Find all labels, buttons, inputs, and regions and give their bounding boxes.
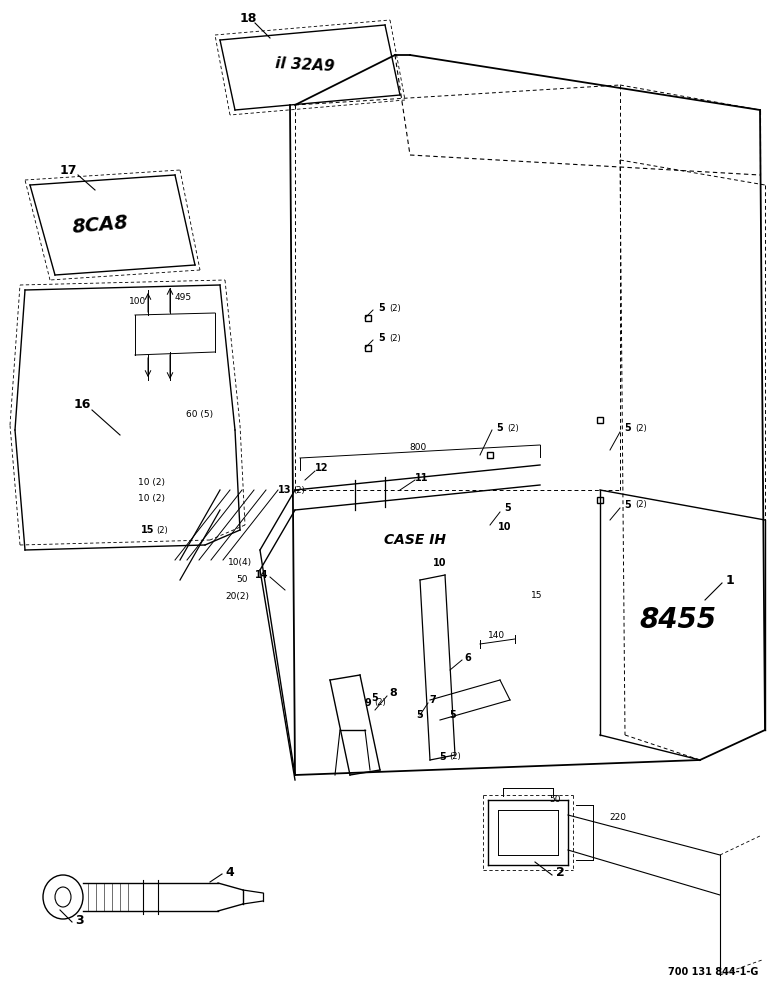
- Text: 12: 12: [315, 463, 329, 473]
- Text: 5: 5: [417, 710, 423, 720]
- Text: 9: 9: [364, 698, 371, 708]
- Text: 1: 1: [726, 574, 734, 586]
- Text: 5: 5: [496, 423, 503, 433]
- Text: 10: 10: [433, 558, 447, 568]
- Text: 13: 13: [278, 485, 292, 495]
- Text: 20(2): 20(2): [225, 592, 249, 601]
- Text: il 32A9: il 32A9: [275, 56, 335, 74]
- Text: 5: 5: [439, 752, 446, 762]
- Text: (2): (2): [374, 698, 386, 708]
- Text: (2): (2): [635, 424, 647, 432]
- Text: (2): (2): [389, 334, 401, 342]
- Text: 16: 16: [73, 398, 90, 412]
- Text: 17: 17: [59, 163, 76, 176]
- Text: 7: 7: [430, 695, 436, 705]
- Text: 10: 10: [498, 522, 512, 532]
- Text: 8455: 8455: [639, 606, 716, 634]
- Text: 15: 15: [531, 590, 543, 599]
- Text: 100: 100: [130, 298, 147, 306]
- Text: (2): (2): [507, 424, 519, 432]
- Text: 4: 4: [225, 865, 235, 879]
- Text: 3: 3: [76, 914, 84, 926]
- Text: 5: 5: [505, 503, 511, 513]
- Text: 700 131 844-1-G: 700 131 844-1-G: [668, 967, 758, 977]
- Text: 10(4): 10(4): [228, 558, 252, 568]
- Text: 8CA8: 8CA8: [71, 213, 129, 237]
- Text: 2: 2: [556, 866, 564, 880]
- Text: 495: 495: [174, 294, 191, 302]
- Text: 5: 5: [625, 423, 631, 433]
- Text: 220: 220: [610, 812, 627, 822]
- Text: 14: 14: [256, 570, 269, 580]
- Text: (2): (2): [156, 526, 168, 534]
- Text: 50: 50: [236, 576, 248, 584]
- Text: 15: 15: [141, 525, 154, 535]
- Text: 10 (2): 10 (2): [138, 479, 165, 488]
- Text: (2): (2): [293, 486, 305, 494]
- Text: (2): (2): [449, 752, 461, 762]
- Text: CASE IH: CASE IH: [384, 533, 446, 547]
- Text: (2): (2): [389, 304, 401, 312]
- Text: 5: 5: [378, 303, 385, 313]
- Text: 60 (5): 60 (5): [186, 410, 214, 420]
- Text: 6: 6: [465, 653, 472, 663]
- Text: 5: 5: [625, 500, 631, 510]
- Text: 5: 5: [378, 333, 385, 343]
- Text: 5: 5: [449, 710, 456, 720]
- Text: 5: 5: [371, 693, 378, 703]
- Text: 8: 8: [389, 688, 397, 698]
- Text: 800: 800: [409, 444, 427, 452]
- Text: (2): (2): [635, 500, 647, 510]
- Text: 50: 50: [549, 796, 560, 804]
- Text: 18: 18: [239, 11, 256, 24]
- Text: 140: 140: [489, 631, 506, 640]
- Text: 10 (2): 10 (2): [138, 493, 165, 502]
- Text: 11: 11: [415, 473, 428, 483]
